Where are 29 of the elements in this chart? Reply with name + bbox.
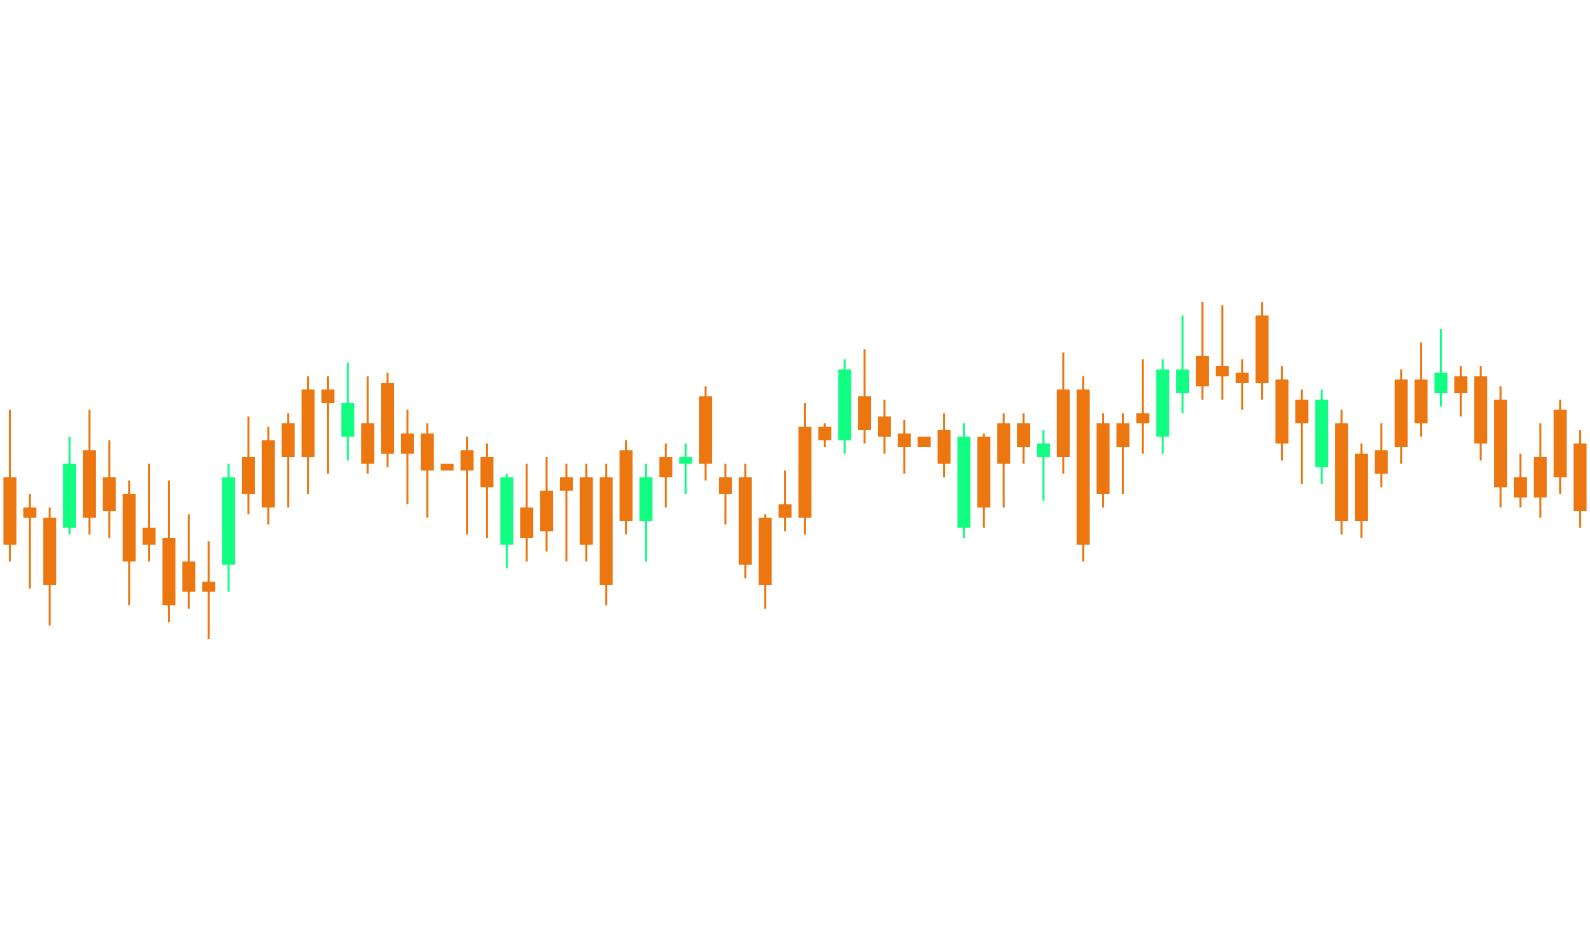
candlestick (1454, 366, 1468, 417)
candlestick (420, 423, 434, 518)
candlestick (778, 470, 792, 532)
candlestick (1136, 359, 1150, 454)
candlestick (679, 443, 693, 495)
candlestick (897, 419, 911, 474)
candlestick (559, 463, 573, 562)
candlestick (858, 349, 872, 444)
candlestick (341, 362, 355, 461)
candlestick (361, 376, 375, 474)
candlestick (1036, 430, 1050, 501)
candlestick (102, 440, 116, 538)
candlestick (1116, 413, 1130, 495)
candlestick (997, 413, 1011, 508)
candlestick (1176, 315, 1190, 414)
candlestick (321, 376, 335, 474)
candlestick (1215, 305, 1229, 400)
candlestick (281, 413, 295, 508)
candlestick (460, 436, 474, 535)
candlestick (400, 409, 414, 505)
candlestick (182, 514, 196, 609)
candlestick (1374, 423, 1388, 488)
candlestick (202, 541, 216, 639)
candlestick (1235, 359, 1249, 410)
candlestick (440, 463, 454, 471)
candlestick (1017, 413, 1031, 464)
candlestick (718, 463, 732, 525)
candlestick (23, 494, 37, 589)
candlestick (142, 463, 156, 562)
